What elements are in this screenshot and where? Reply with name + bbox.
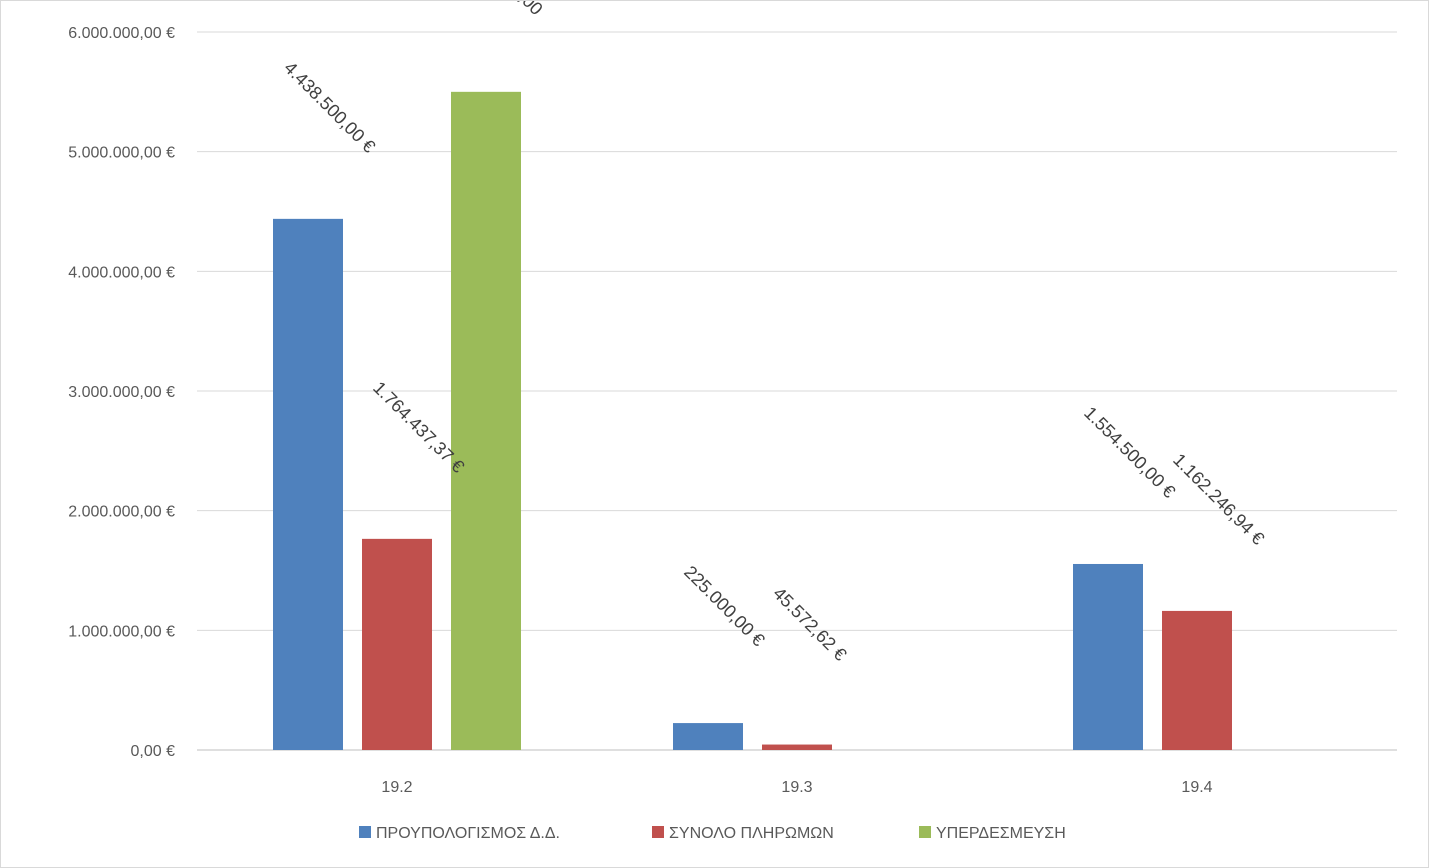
data-label: 5.500.000,00: [458, 1, 546, 19]
y-tick-label: 2.000.000,00 €: [68, 504, 175, 521]
y-tick-label: 0,00 €: [131, 743, 176, 760]
legend-label: ΣΥΝΟΛΟ ΠΛΗΡΩΜΩΝ: [669, 825, 834, 842]
bar: [273, 218, 343, 750]
bar: [1162, 610, 1232, 750]
x-axis-tick-labels: 19.2 19.3 19.4: [381, 779, 1212, 796]
x-tick-label: 19.2: [381, 779, 412, 796]
y-tick-label: 1.000.000,00 €: [68, 623, 175, 640]
bar: [762, 744, 832, 750]
bar: [1073, 563, 1143, 750]
y-tick-label: 4.000.000,00 €: [68, 264, 175, 281]
legend-label: ΠΡΟΥΠΟΛΟΓΙΣΜΟΣ Δ.Δ.: [376, 825, 560, 842]
data-label: 45.572,62 €: [769, 583, 850, 664]
data-label: 1.162.246,94 €: [1169, 450, 1268, 549]
data-label: 4.438.500,00 €: [280, 58, 379, 157]
bar: [451, 91, 521, 751]
legend-swatch: [919, 826, 931, 838]
legend: ΠΡΟΥΠΟΛΟΓΙΣΜΟΣ Δ.Δ. ΣΥΝΟΛΟ ΠΛΗΡΩΜΩΝ ΥΠΕΡΔΕ…: [359, 825, 1066, 842]
bars: [273, 91, 1232, 751]
y-axis-tick-labels: 0,00 € 1.000.000,00 € 2.000.000,00 € 3.000.…: [68, 25, 175, 760]
y-tick-label: 3.000.000,00 €: [68, 384, 175, 401]
legend-label: ΥΠΕΡΔΕΣΜΕΥΣΗ: [936, 825, 1066, 842]
bar: [673, 723, 743, 750]
x-tick-label: 19.3: [781, 779, 812, 796]
y-tick-label: 6.000.000,00 €: [68, 25, 175, 42]
legend-swatch: [652, 826, 664, 838]
x-tick-label: 19.4: [1181, 779, 1212, 796]
bar: [362, 538, 432, 750]
data-label: 1.554.500,00 €: [1080, 403, 1179, 502]
y-tick-label: 5.000.000,00 €: [68, 145, 175, 162]
data-label: 225.000,00 €: [680, 562, 768, 650]
legend-swatch: [359, 826, 371, 838]
